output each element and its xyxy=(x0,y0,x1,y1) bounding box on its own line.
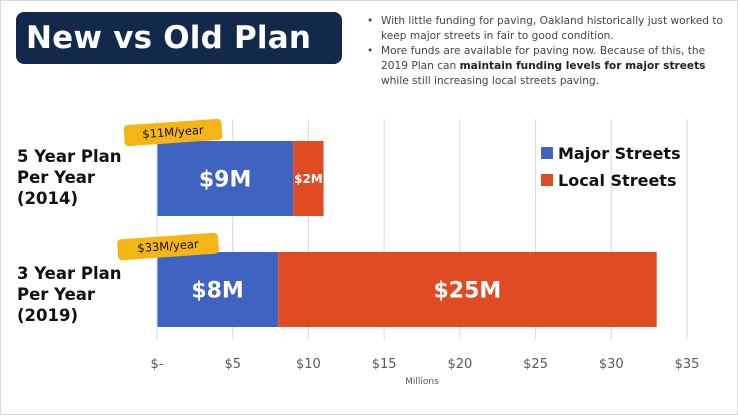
bar-value-label: $8M xyxy=(191,278,244,303)
x-tick-label: $35 xyxy=(675,357,700,372)
bullet-text: More funds are available for paving now.… xyxy=(381,45,706,72)
bar-local-streets xyxy=(293,141,324,216)
x-tick-label: $5 xyxy=(224,357,241,372)
total-callout-box xyxy=(117,232,219,261)
x-tick-label: $- xyxy=(151,357,164,372)
total-callout-label: $33M/year xyxy=(137,237,200,255)
category-label-line: Per Year xyxy=(17,168,96,187)
category-label-line: (2014) xyxy=(17,189,79,208)
legend-swatch-local-streets xyxy=(541,174,553,186)
bullet-text: With little funding for paving, Oakland … xyxy=(381,15,723,42)
total-callout-box xyxy=(123,118,223,147)
bar-major-streets xyxy=(157,141,294,216)
category-label-line: 5 Year Plan xyxy=(17,147,122,166)
bar-value-label: $9M xyxy=(199,167,252,192)
x-tick-label: $30 xyxy=(599,357,624,372)
x-tick-label: $15 xyxy=(372,357,397,372)
title-banner: New vs Old Plan xyxy=(16,12,342,64)
x-tick-label: $20 xyxy=(447,357,472,372)
category-label-2014: 5 Year Plan Per Year (2014) xyxy=(17,146,122,209)
bullet-text: while still increasing local streets pav… xyxy=(381,75,600,87)
bullet-item: More funds are available for paving now.… xyxy=(365,44,729,89)
x-tick-label: $25 xyxy=(523,357,548,372)
bullet-item: With little funding for paving, Oakland … xyxy=(365,14,729,44)
legend-label-local-streets: Local Streets xyxy=(558,171,676,190)
total-callout: $33M/year xyxy=(117,232,219,261)
x-axis-title: Millions xyxy=(405,377,439,387)
page-title: New vs Old Plan xyxy=(26,20,312,56)
total-callout-label: $11M/year xyxy=(142,123,205,141)
category-label-line: 3 Year Plan xyxy=(17,264,122,283)
legend-swatch-major-streets xyxy=(541,147,553,159)
legend-label-major-streets: Major Streets xyxy=(558,144,681,163)
category-label-line: (2019) xyxy=(17,306,79,325)
category-label-line: Per Year xyxy=(17,285,96,304)
bullet-list: With little funding for paving, Oakland … xyxy=(365,14,729,89)
bar-major-streets xyxy=(157,252,279,327)
bar-value-label: $2M xyxy=(294,172,323,186)
bar-value-label: $25M xyxy=(434,278,502,303)
bullet-emphasis: maintain funding levels for major street… xyxy=(459,60,706,72)
total-callout: $11M/year xyxy=(123,118,223,147)
bar-local-streets xyxy=(278,252,657,327)
category-label-2019: 3 Year Plan Per Year (2019) xyxy=(17,263,122,326)
x-tick-label: $10 xyxy=(296,357,321,372)
